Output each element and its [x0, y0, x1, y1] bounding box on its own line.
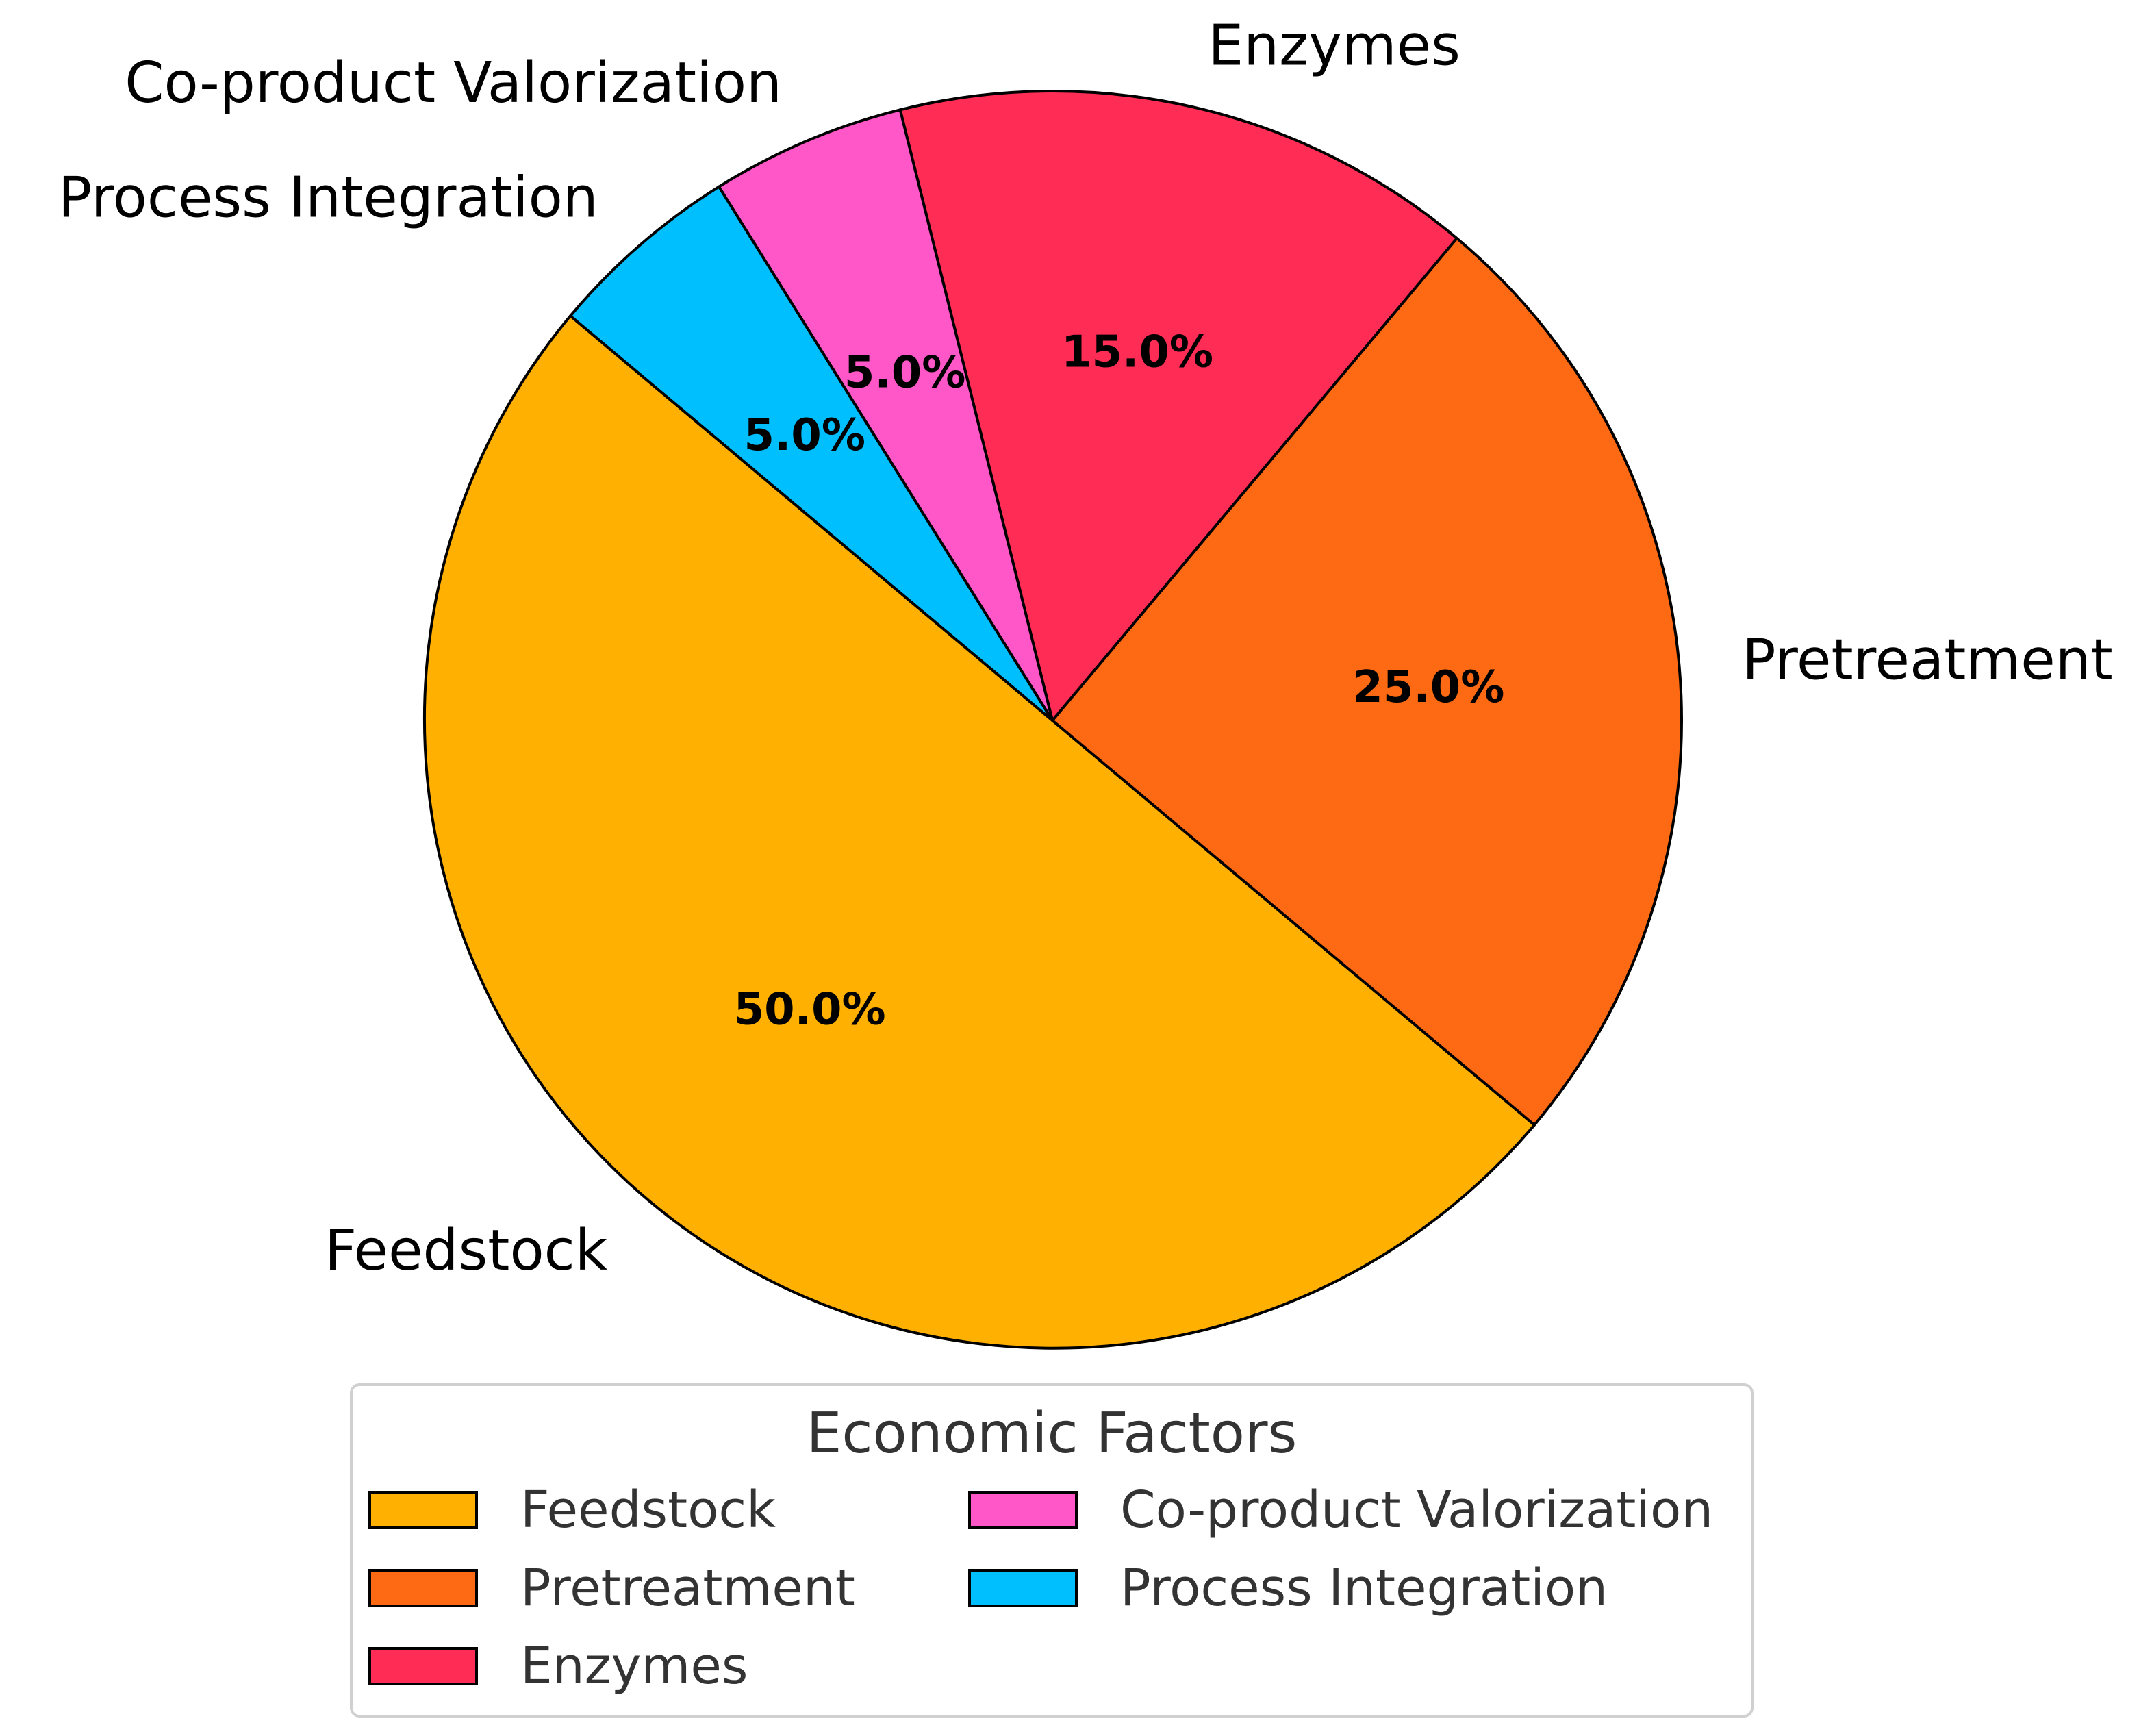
legend-label-pretreatment: Pretreatment [520, 1559, 855, 1618]
percentage-labels: 50.0% 25.0% 15.0% 5.0% 5.0% [734, 327, 1505, 1035]
category-label-enzymes: Enzymes [1208, 14, 1460, 79]
pie-slice-enzymes [898, 90, 1458, 722]
legend-label-feedstock: Feedstock [520, 1481, 776, 1539]
pct-label-feedstock: 50.0% [734, 984, 886, 1035]
legend: Economic Factors Feedstock Pretreatment En… [350, 1383, 1754, 1718]
legend-swatch-co-product-valorization [968, 1491, 1078, 1529]
legend-items: Feedstock Pretreatment Enzymes Co-product V… [368, 1481, 1713, 1696]
legend-label-co-product-valorization: Co-product Valorization [1120, 1481, 1713, 1539]
legend-swatch-enzymes [368, 1647, 478, 1685]
category-labels: Feedstock Pretreatment Enzymes Co-product V… [58, 14, 2113, 1283]
pie-slice-co-product-valorization [718, 108, 1054, 722]
pct-label-pretreatment: 25.0% [1352, 662, 1504, 713]
pct-label-process-integration: 5.0% [744, 410, 865, 461]
legend-title: Economic Factors [807, 1401, 1298, 1466]
category-label-process-integration: Process Integration [58, 166, 598, 231]
category-label-co-product-valorization: Co-product Valorization [125, 51, 782, 116]
category-label-pretreatment: Pretreatment [1742, 627, 2113, 692]
legend-label-enzymes: Enzymes [520, 1637, 748, 1696]
pct-label-enzymes: 15.0% [1061, 327, 1213, 378]
legend-frame [350, 1383, 1754, 1718]
legend-swatch-pretreatment [368, 1569, 478, 1607]
pie-slices [423, 90, 1683, 1350]
legend-label-process-integration: Process Integration [1120, 1559, 1608, 1618]
pie-slice-process-integration [569, 185, 1054, 722]
pie-slice-pretreatment [1051, 237, 1683, 1127]
pie-slice-feedstock [423, 314, 1536, 1350]
category-label-feedstock: Feedstock [325, 1218, 608, 1283]
legend-swatch-feedstock [368, 1491, 478, 1529]
legend-swatch-process-integration [968, 1569, 1078, 1607]
pct-label-co-product-valorization: 5.0% [844, 347, 966, 398]
